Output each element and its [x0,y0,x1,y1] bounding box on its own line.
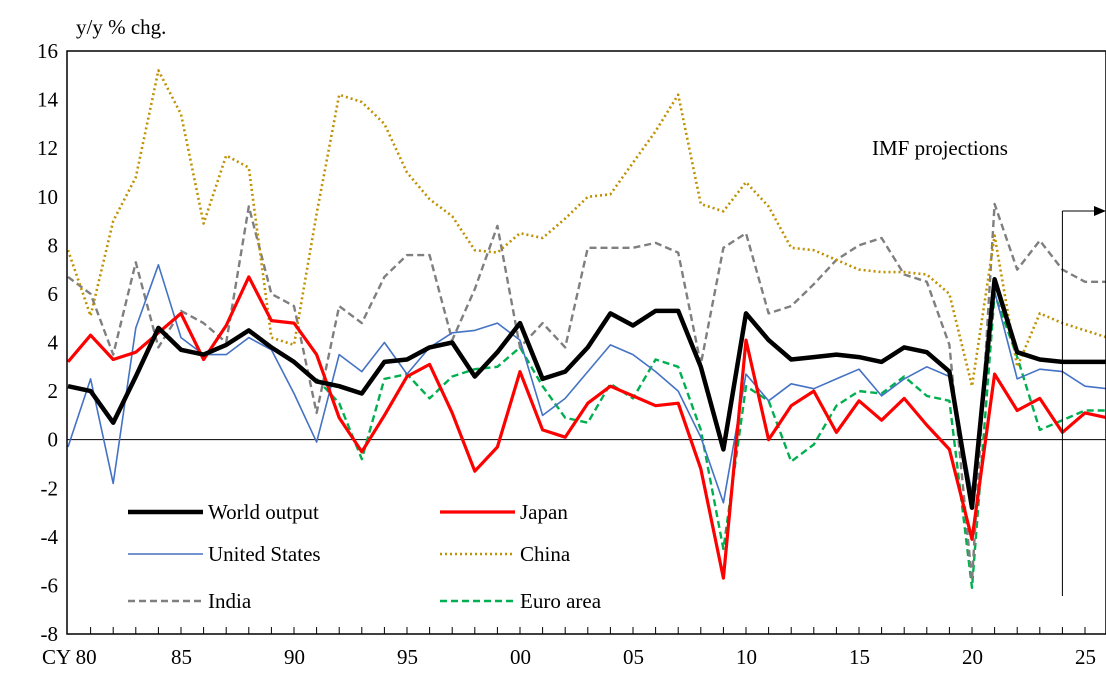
x-tick-label: 00 [510,645,531,669]
series-line-india [67,202,1106,582]
legend-label: China [520,542,571,566]
x-tick-label: 25 [1075,645,1096,669]
y-tick-label: -4 [41,525,59,549]
projection-arrowhead [1094,206,1106,216]
x-tick-label: 15 [849,645,870,669]
x-tick-label: 95 [397,645,418,669]
projection-annotation: IMF projections [872,136,1008,160]
legend: World output Japan United States China India… [128,500,602,613]
projection-marker: IMF projections [872,136,1106,596]
x-tick-label: 85 [171,645,192,669]
legend-label: Euro area [520,589,602,613]
y-tick-label: -8 [41,622,59,646]
y-tick-label: 4 [48,331,59,355]
y-tick-label: 0 [48,428,59,452]
legend-label: Japan [520,500,568,524]
x-axis: CY 80 85 90 95 00 05 10 15 20 25 [42,439,1106,669]
series-line-euro-area [315,292,1106,589]
y-tick-label: 6 [48,282,59,306]
series-layer [66,69,1106,589]
x-tick-label: 20 [962,645,983,669]
y-axis-label: y/y % chg. [76,15,166,39]
legend-label: World output [208,500,319,524]
x-tick-label: 10 [736,645,757,669]
y-tick-label: 12 [37,136,58,160]
x-tick-label: CY 80 [42,645,97,669]
x-tick-label: 90 [284,645,305,669]
series-line-world-output [67,277,1106,510]
y-tick-label: 8 [48,233,59,257]
plot-frame [66,50,1106,635]
y-tick-label: 16 [37,39,58,63]
series-line-united-states [67,263,1106,504]
series-line-china [66,69,1106,388]
legend-label: United States [208,542,321,566]
series-line-japan [66,275,1106,580]
y-tick-label: -2 [41,476,59,500]
y-tick-label: 2 [48,379,59,403]
legend-label: India [208,589,252,613]
x-tick-label: 05 [623,645,644,669]
y-axis-ticks: -8 -6 -4 -2 0 2 4 6 8 10 12 14 16 [37,39,59,646]
y-tick-label: 10 [37,185,58,209]
y-tick-label: 14 [37,88,59,112]
y-tick-label: -6 [41,573,59,597]
